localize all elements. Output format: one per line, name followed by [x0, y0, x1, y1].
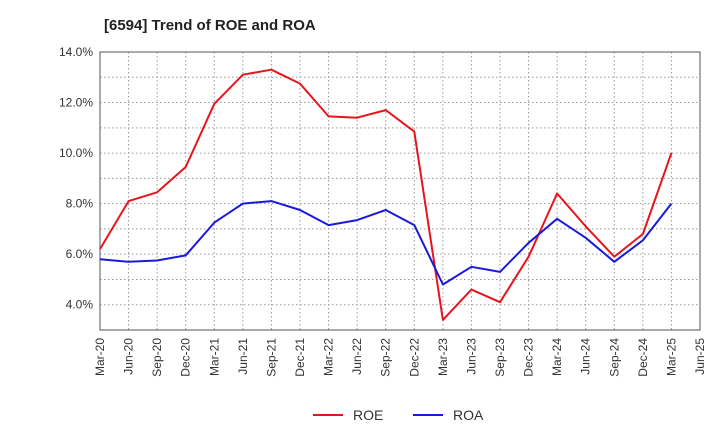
legend-label-roe: ROE [353, 407, 383, 423]
x-tick-label: Jun-21 [236, 338, 250, 375]
y-tick-label: 6.0% [66, 247, 94, 261]
x-tick-label: Dec-24 [636, 338, 650, 377]
series-line-roe [99, 68, 673, 321]
x-tick-label: Jun-20 [122, 338, 136, 375]
y-tick-label: 8.0% [66, 197, 94, 211]
x-tick-label: Sep-23 [493, 338, 507, 377]
y-tick-label: 12.0% [59, 96, 93, 110]
x-tick-label: Mar-23 [436, 338, 450, 376]
y-tick-label: 4.0% [66, 298, 94, 312]
x-tick-label: Jun-22 [350, 338, 364, 375]
y-tick-label: 14.0% [59, 45, 93, 59]
plot-area-border [99, 51, 701, 331]
y-tick-label: 10.0% [59, 146, 93, 160]
x-tick-label: Dec-21 [293, 338, 307, 377]
x-tick-label: Jun-23 [464, 338, 478, 375]
x-tick-label: Mar-24 [550, 338, 564, 376]
x-tick-label: Jun-25 [693, 338, 707, 375]
x-tick-label: Jun-24 [579, 338, 593, 375]
x-tick-label: Mar-20 [93, 338, 107, 376]
x-tick-label: Mar-22 [322, 338, 336, 376]
series-line-roa [99, 200, 673, 286]
x-tick-label: Dec-23 [522, 338, 536, 377]
x-tick-label: Mar-21 [207, 338, 221, 376]
x-tick-label: Mar-25 [664, 338, 678, 376]
chart-title: [6594] Trend of ROE and ROA [104, 17, 316, 34]
x-tick-label: Dec-20 [179, 338, 193, 377]
x-tick-label: Sep-21 [264, 338, 278, 377]
x-tick-label: Sep-24 [607, 338, 621, 377]
legend-label-roa: ROA [453, 407, 484, 423]
x-tick-label: Sep-20 [150, 338, 164, 377]
x-tick-label: Dec-22 [407, 338, 421, 377]
x-tick-label: Sep-22 [379, 338, 393, 377]
